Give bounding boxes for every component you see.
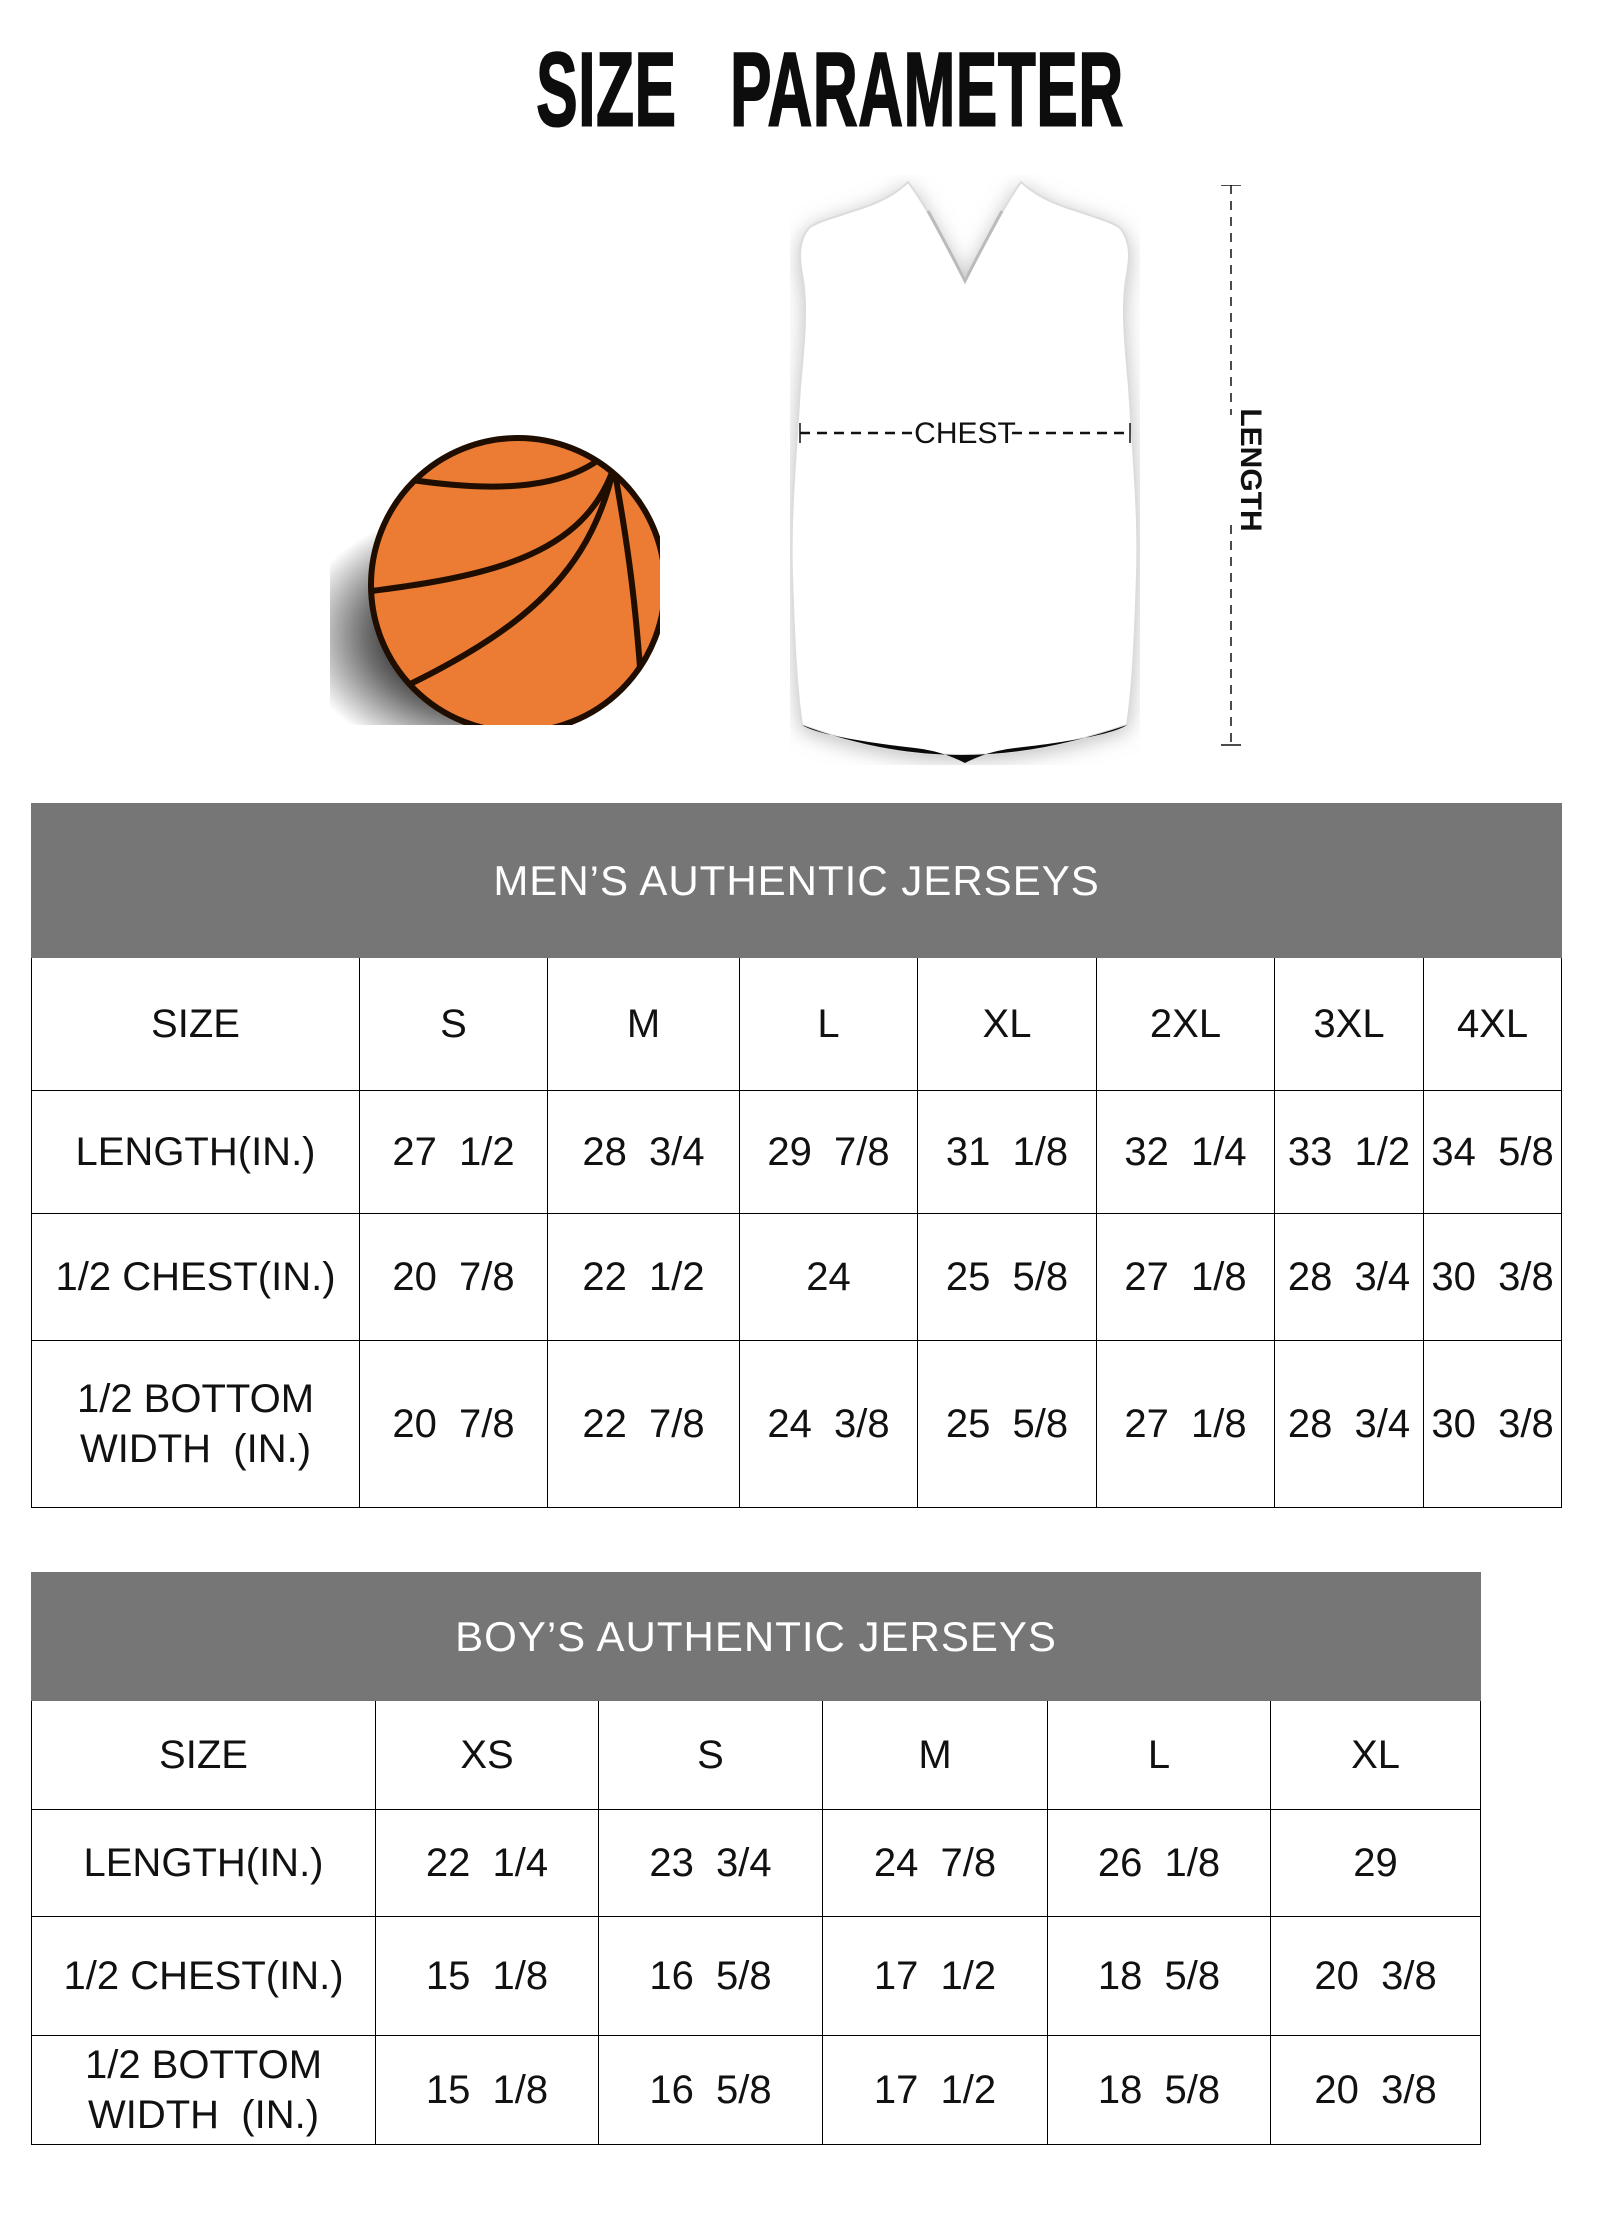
svg-text:CHEST: CHEST bbox=[914, 417, 1016, 450]
svg-text:LENGTH: LENGTH bbox=[1234, 408, 1267, 531]
